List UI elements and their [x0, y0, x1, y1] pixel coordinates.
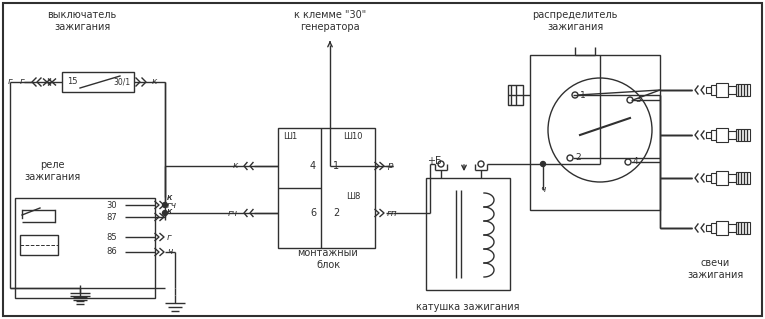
Circle shape — [162, 211, 168, 216]
Text: к: к — [152, 78, 158, 86]
Bar — [736, 129, 750, 141]
Text: выключатель
зажигания: выключатель зажигания — [47, 10, 116, 32]
Text: 6: 6 — [310, 208, 316, 218]
Text: г: г — [8, 78, 12, 86]
Text: монтажный
блок: монтажный блок — [298, 248, 358, 270]
Bar — [716, 83, 728, 97]
Text: г: г — [167, 233, 172, 241]
Bar — [736, 222, 750, 234]
Bar — [716, 128, 728, 142]
Text: к: к — [167, 206, 172, 216]
Bar — [426, 178, 510, 290]
Bar — [736, 172, 750, 184]
Text: катушка зажигания: катушка зажигания — [416, 302, 519, 312]
Bar — [278, 128, 375, 248]
Text: к клемме "30"
генератора: к клемме "30" генератора — [294, 10, 366, 32]
Text: 1: 1 — [333, 161, 339, 171]
Text: 30/1: 30/1 — [114, 78, 131, 86]
Bar — [728, 224, 736, 232]
Bar — [711, 85, 716, 95]
Bar — [736, 84, 750, 96]
Circle shape — [541, 161, 545, 167]
Text: 4: 4 — [310, 161, 316, 171]
Text: гч: гч — [167, 201, 177, 210]
Bar — [716, 171, 728, 185]
Text: 1: 1 — [580, 91, 586, 100]
Text: реле
зажигания: реле зажигания — [24, 160, 80, 182]
Bar — [20, 235, 58, 255]
Text: 2: 2 — [333, 208, 339, 218]
Text: ч: ч — [540, 186, 545, 195]
Text: ч: ч — [167, 248, 172, 256]
Text: Ш8: Ш8 — [346, 192, 360, 201]
Bar — [62, 72, 134, 92]
Bar — [728, 86, 736, 94]
Text: р: р — [387, 161, 392, 170]
Bar — [728, 131, 736, 139]
Text: Ш10: Ш10 — [343, 132, 363, 141]
Text: к: к — [167, 192, 172, 202]
Text: к: к — [167, 192, 172, 202]
Text: 87: 87 — [106, 212, 117, 221]
Text: 15: 15 — [67, 78, 77, 86]
Text: Ш1: Ш1 — [283, 132, 297, 141]
Text: г: г — [20, 78, 24, 86]
Text: к: к — [167, 206, 172, 216]
Bar — [706, 132, 711, 138]
Text: свечи
зажигания: свечи зажигания — [687, 258, 743, 279]
Text: 4: 4 — [633, 158, 639, 167]
Bar — [711, 173, 716, 183]
Circle shape — [162, 203, 168, 207]
Text: гч: гч — [228, 209, 238, 218]
Bar — [728, 174, 736, 182]
Bar — [711, 130, 716, 140]
Text: 30: 30 — [106, 201, 117, 210]
Bar — [716, 221, 728, 235]
Bar — [530, 55, 660, 210]
Bar — [706, 175, 711, 181]
Bar — [15, 198, 155, 298]
Text: 85: 85 — [106, 233, 117, 241]
Text: к: к — [233, 161, 238, 170]
Bar — [706, 87, 711, 93]
Bar — [711, 223, 716, 233]
Bar — [706, 225, 711, 231]
Text: +Б: +Б — [427, 156, 441, 166]
Text: 3: 3 — [635, 95, 641, 105]
Text: гп: гп — [387, 209, 398, 218]
Text: распределитель
зажигания: распределитель зажигания — [532, 10, 617, 32]
Text: 86: 86 — [106, 248, 117, 256]
Text: 2: 2 — [575, 153, 581, 162]
Bar — [508, 85, 523, 105]
